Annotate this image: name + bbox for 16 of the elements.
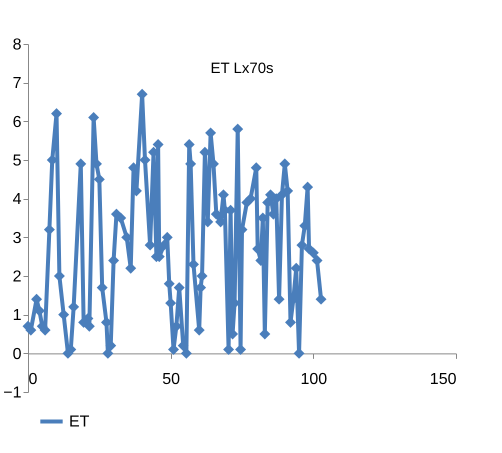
text: ET Lx70s (210, 60, 274, 77)
y-tick-label: 6 (12, 114, 22, 131)
y-tick-label: 7 (12, 75, 22, 92)
y-tick-label: −1 (3, 384, 22, 402)
x-tick-label: 100 (300, 370, 328, 388)
y-tick-label: 0 (12, 346, 22, 363)
y-tick-label: 1 (12, 307, 22, 324)
y-tick-label: 8 (12, 36, 22, 54)
x-tick-label: 150 (430, 370, 457, 388)
y-tick-label: 3 (12, 230, 22, 247)
x-tick-label: 50 (162, 370, 180, 388)
legend-label: ET (69, 414, 90, 430)
y-tick-label: 4 (12, 191, 22, 208)
y-tick-label: 5 (12, 152, 22, 170)
y-tick-label: 2 (12, 268, 22, 286)
x-tick-label: 0 (28, 370, 38, 388)
